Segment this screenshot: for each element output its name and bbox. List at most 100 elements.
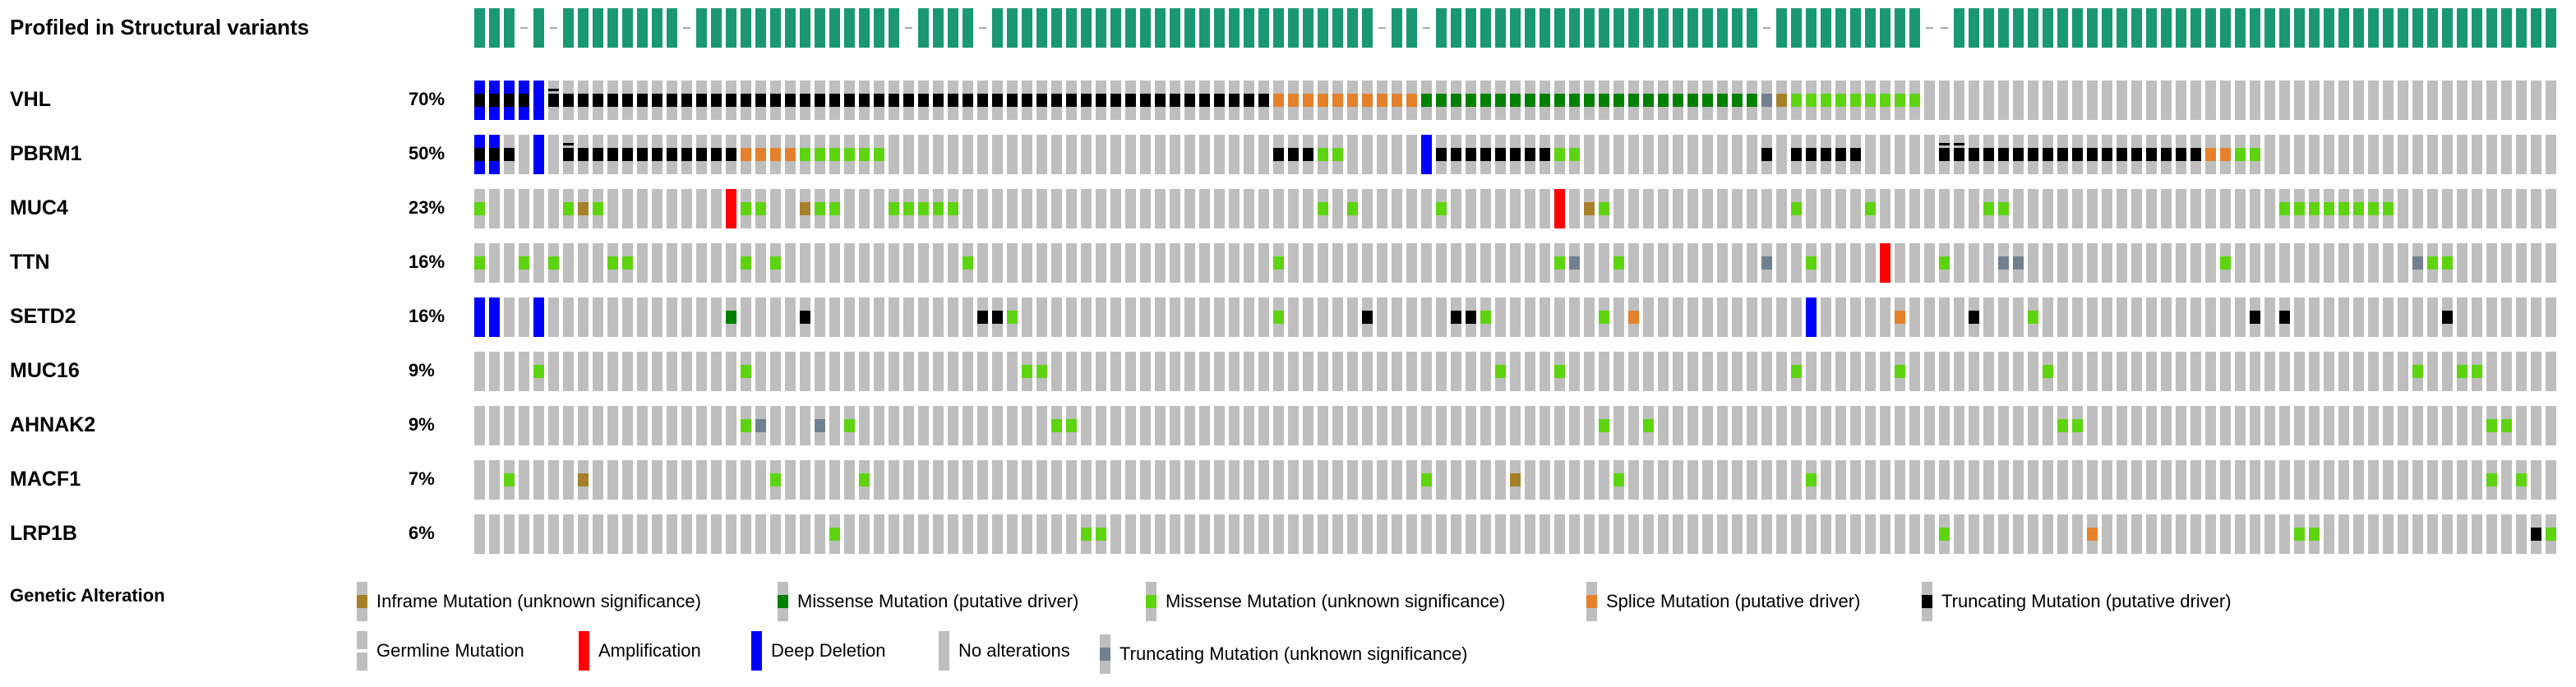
cell-pbrm1[interactable]: [1081, 135, 1092, 174]
cell-muc4[interactable]: [1022, 189, 1032, 228]
profile-cell[interactable]: [1244, 8, 1254, 48]
cell-ahnak2[interactable]: [1480, 406, 1491, 445]
mutation-mark-vhl[interactable]: [548, 94, 559, 107]
cell-macf1[interactable]: [785, 460, 796, 500]
cell-lrp1b[interactable]: [889, 514, 899, 554]
cell-muc4[interactable]: [1214, 189, 1225, 228]
profile-cell[interactable]: [1702, 8, 1713, 48]
cell-ttn[interactable]: [785, 243, 796, 283]
cell-pbrm1[interactable]: [1022, 135, 1032, 174]
mutation-mark-vhl[interactable]: [785, 94, 796, 107]
cell-pbrm1[interactable]: [2486, 135, 2497, 174]
profile-cell[interactable]: [1540, 8, 1550, 48]
mutation-mark-vhl[interactable]: [844, 94, 855, 107]
cell-lrp1b[interactable]: [696, 514, 707, 554]
cell-ahnak2[interactable]: [1747, 406, 1757, 445]
cell-lrp1b[interactable]: [1140, 514, 1151, 554]
profile-cell[interactable]: [1880, 8, 1890, 48]
cell-lrp1b[interactable]: [2501, 514, 2512, 554]
cell-setd2[interactable]: [2412, 297, 2423, 337]
cell-vhl[interactable]: [2486, 81, 2497, 120]
mutation-mark-muc4[interactable]: [2368, 202, 2379, 215]
cell-setd2[interactable]: [2264, 297, 2275, 337]
cell-muc16[interactable]: [1924, 352, 1935, 391]
gene-label-vhl[interactable]: VHL: [10, 88, 51, 111]
cell-ttn[interactable]: [711, 243, 722, 283]
legend-item-missense-unknown[interactable]: Missense Mutation (unknown significance): [1146, 582, 1505, 621]
cell-setd2[interactable]: [1687, 297, 1698, 337]
cell-macf1[interactable]: [1258, 460, 1269, 500]
cell-muc16[interactable]: [2057, 352, 2068, 391]
cell-setd2[interactable]: [652, 297, 662, 337]
cell-ttn[interactable]: [1318, 243, 1328, 283]
cell-setd2[interactable]: [1332, 297, 1343, 337]
cell-macf1[interactable]: [2205, 460, 2216, 500]
cell-ahnak2[interactable]: [1170, 406, 1180, 445]
cell-ttn[interactable]: [1066, 243, 1077, 283]
cell-pbrm1[interactable]: [1140, 135, 1151, 174]
cell-lrp1b[interactable]: [1392, 514, 1402, 554]
cell-ttn[interactable]: [2338, 243, 2349, 283]
cell-muc16[interactable]: [2427, 352, 2438, 391]
cell-macf1[interactable]: [2442, 460, 2453, 500]
cell-muc4[interactable]: [2516, 189, 2527, 228]
profile-cell[interactable]: [1495, 8, 1506, 48]
profile-cell[interactable]: [1392, 8, 1402, 48]
mutation-mark-setd2[interactable]: [1895, 311, 1905, 324]
cell-setd2[interactable]: [1258, 297, 1269, 337]
cell-lrp1b[interactable]: [874, 514, 884, 554]
mutation-mark-vhl[interactable]: [1125, 94, 1136, 107]
mutation-mark-vhl[interactable]: [1199, 94, 1210, 107]
cell-pbrm1[interactable]: [2264, 135, 2275, 174]
cell-ahnak2[interactable]: [652, 406, 662, 445]
cell-macf1[interactable]: [1466, 460, 1476, 500]
profile-cell-unprofiled[interactable]: [1926, 27, 1933, 29]
cell-lrp1b[interactable]: [741, 514, 751, 554]
cell-muc16[interactable]: [1007, 352, 1018, 391]
mutation-mark-ahnak2[interactable]: [844, 419, 855, 432]
cell-muc4[interactable]: [1954, 189, 1964, 228]
cell-pbrm1[interactable]: [2472, 135, 2482, 174]
mutation-mark-vhl[interactable]: [992, 94, 1003, 107]
profile-cell[interactable]: [637, 8, 648, 48]
cell-lrp1b[interactable]: [1495, 514, 1506, 554]
cell-muc4[interactable]: [2057, 189, 2068, 228]
cell-setd2[interactable]: [2368, 297, 2379, 337]
cell-pbrm1[interactable]: [2383, 135, 2394, 174]
mutation-mark-vhl[interactable]: [770, 94, 781, 107]
legend-item-amplification[interactable]: Amplification: [579, 631, 701, 671]
cell-muc16[interactable]: [2353, 352, 2364, 391]
mutation-mark-muc4[interactable]: [2353, 202, 2364, 215]
cell-vhl[interactable]: [2013, 81, 2024, 120]
cell-ttn[interactable]: [2324, 243, 2334, 283]
cell-ahnak2[interactable]: [1362, 406, 1373, 445]
cell-ahnak2[interactable]: [977, 406, 988, 445]
cell-ahnak2[interactable]: [963, 406, 973, 445]
cell-macf1[interactable]: [1451, 460, 1461, 500]
cell-ttn[interactable]: [1954, 243, 1964, 283]
mutation-mark-pbrm1[interactable]: [785, 148, 796, 161]
mutation-mark-muc4[interactable]: [1436, 202, 1447, 215]
cell-muc4[interactable]: [1510, 189, 1521, 228]
cell-muc4[interactable]: [1554, 189, 1565, 228]
profile-cell[interactable]: [2546, 8, 2556, 48]
cell-muc4[interactable]: [1717, 189, 1728, 228]
cell-ahnak2[interactable]: [1969, 406, 1979, 445]
profile-cell[interactable]: [1909, 8, 1920, 48]
mutation-mark-pbrm1[interactable]: [2205, 148, 2216, 161]
mutation-mark-vhl[interactable]: [1332, 94, 1343, 107]
cell-ttn[interactable]: [1895, 243, 1905, 283]
cell-macf1[interactable]: [1022, 460, 1032, 500]
cell-vhl[interactable]: [2191, 81, 2201, 120]
cell-lrp1b[interactable]: [2368, 514, 2379, 554]
mutation-mark-vhl[interactable]: [681, 94, 692, 107]
cell-muc16[interactable]: [1732, 352, 1743, 391]
cell-muc16[interactable]: [2501, 352, 2512, 391]
cell-ttn[interactable]: [1732, 243, 1743, 283]
cell-muc4[interactable]: [667, 189, 677, 228]
cell-setd2[interactable]: [1214, 297, 1225, 337]
cell-setd2[interactable]: [1170, 297, 1180, 337]
cell-setd2[interactable]: [2191, 297, 2201, 337]
profile-cell[interactable]: [2412, 8, 2423, 48]
cell-macf1[interactable]: [1717, 460, 1728, 500]
